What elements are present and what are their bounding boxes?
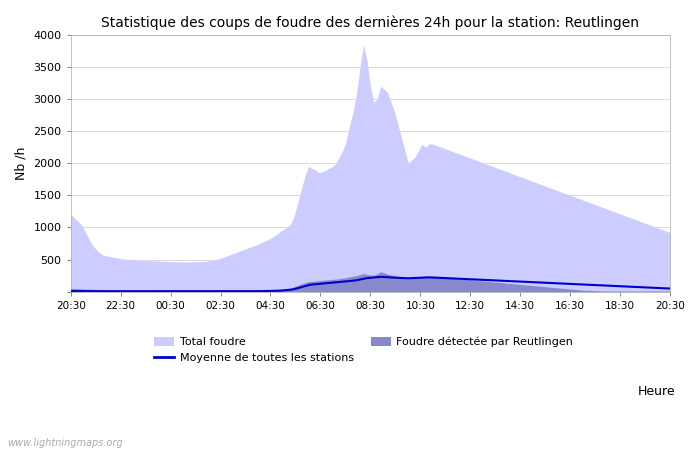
Y-axis label: Nb /h: Nb /h [15, 147, 28, 180]
X-axis label: Heure: Heure [0, 449, 1, 450]
Title: Statistique des coups de foudre des dernières 24h pour la station: Reutlingen: Statistique des coups de foudre des dern… [102, 15, 639, 30]
Text: www.lightningmaps.org: www.lightningmaps.org [7, 438, 122, 448]
Text: Heure: Heure [638, 385, 676, 398]
Legend: Total foudre, Moyenne de toutes les stations, Foudre détectée par Reutlingen: Total foudre, Moyenne de toutes les stat… [154, 337, 573, 363]
